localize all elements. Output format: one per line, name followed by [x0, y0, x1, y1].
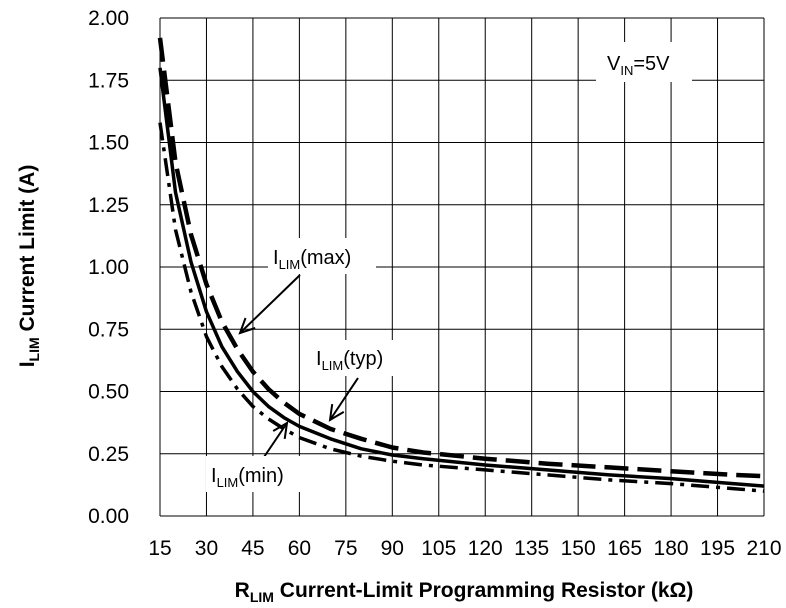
y-axis-title: ILIM Current Limit (A) [16, 165, 42, 368]
y-tick-label: 0.50 [88, 381, 129, 404]
annotation-typ-box [312, 340, 406, 376]
y-tick-label: 1.75 [88, 69, 129, 92]
x-tick-label: 30 [195, 537, 218, 560]
x-tick-label: 150 [561, 537, 596, 560]
y-tick-label: 1.25 [88, 194, 129, 217]
annotation-max: ILIM(max) [273, 247, 351, 272]
x-tick-label: 60 [288, 537, 311, 560]
series-lines [157, 37, 765, 493]
annotation-min: ILIM(min) [211, 465, 284, 490]
x-tick-label: 75 [334, 537, 357, 560]
y-tick-label: 2.00 [88, 7, 129, 30]
condition-label: VIN=5V [607, 53, 670, 78]
x-tick-label: 15 [148, 537, 171, 560]
x-tick-labels: 15 30 45 60 75 90 105 120 135 150 165 180 195 210 [148, 537, 781, 560]
y-tick-label: 0.00 [88, 505, 129, 528]
x-tick-label: 120 [468, 537, 503, 560]
x-tick-label: 135 [514, 537, 549, 560]
series-line-dashed [157, 37, 765, 479]
annotation-min-box [206, 456, 312, 492]
annotation-typ: ILIM(typ) [316, 348, 383, 373]
x-axis-title: RLIM Current-Limit Programming Resistor … [235, 579, 694, 605]
arrow-typ-head [328, 404, 345, 422]
y-tick-label: 1.50 [88, 132, 129, 155]
arrow-min-head [272, 421, 289, 439]
y-tick-label: 0.25 [88, 443, 129, 466]
condition-box [596, 42, 692, 82]
x-tick-label: 45 [241, 537, 264, 560]
series-line-dash-dot [158, 122, 765, 493]
x-tick-label: 180 [654, 537, 689, 560]
x-tick-label: 210 [746, 537, 781, 560]
x-tick-label: 195 [700, 537, 735, 560]
y-tick-label: 0.75 [88, 318, 129, 341]
x-tick-label: 105 [421, 537, 456, 560]
annotation-arrows [238, 274, 359, 461]
annotation-max-box [268, 238, 376, 274]
series-line-solid [158, 67, 765, 488]
x-tick-label: 90 [381, 537, 404, 560]
arrow-max-line [239, 274, 301, 334]
arrow-typ-line [329, 377, 359, 421]
arrow-max-head [238, 317, 256, 335]
grid [159, 17, 765, 517]
x-tick-label: 165 [607, 537, 642, 560]
y-tick-labels: 0.00 0.25 0.50 0.75 1.00 1.25 1.50 1.75 2.00 [88, 7, 129, 528]
y-tick-label: 1.00 [88, 256, 129, 279]
arrow-min-line [261, 422, 288, 461]
